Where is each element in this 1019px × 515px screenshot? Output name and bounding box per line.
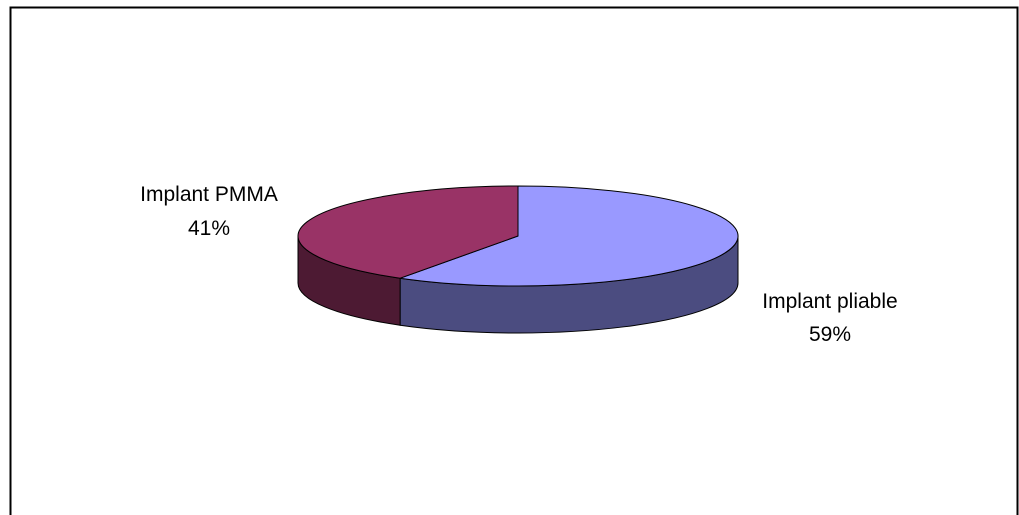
slice-value-pliable: 59%: [809, 323, 851, 346]
pie-slice-implant-pmma: [297, 185, 519, 279]
pie-slice-implant-pliable: [399, 185, 739, 287]
slice-label-pliable: Implant pliable: [762, 290, 897, 313]
slice-value-pmma: 41%: [188, 217, 230, 240]
pie-chart: [297, 185, 739, 334]
pie-labels: Implant PMMA 41% Implant pliable 59%: [140, 183, 898, 346]
slice-label-pmma: Implant PMMA: [140, 183, 278, 206]
